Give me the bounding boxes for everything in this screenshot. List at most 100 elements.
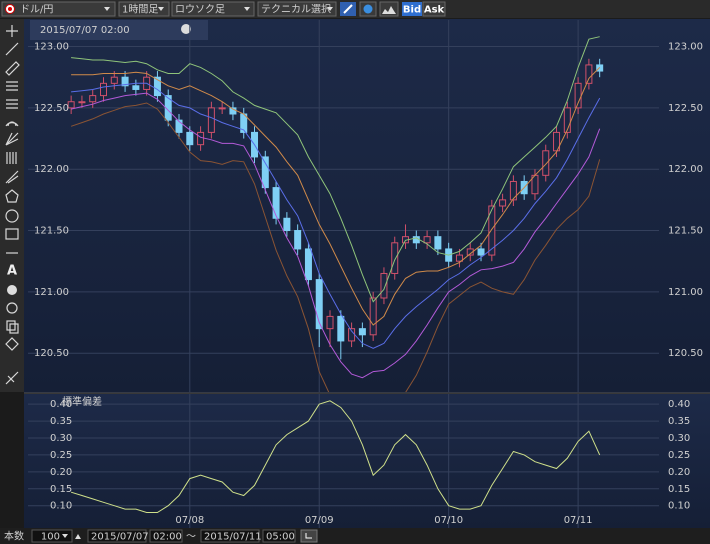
copy-tool[interactable] (6, 320, 16, 331)
chart-style-label: ロウソク足 (175, 4, 225, 16)
to-time: 05:00 (266, 532, 295, 543)
y-tick-label-left: 0.40 (50, 399, 72, 410)
band-line (71, 82, 601, 349)
drawing-tools: A (5, 25, 20, 385)
from-time: 02:00 (153, 532, 182, 543)
candle-body (434, 236, 442, 250)
technical-label: テクニカル選択 (261, 3, 331, 16)
hline-tool[interactable] (6, 81, 18, 91)
candle-body (455, 254, 463, 262)
y-tick-label-left: 121.00 (34, 287, 69, 298)
candle-body (294, 230, 302, 250)
panel-title: 標準偏差 (62, 395, 102, 408)
icon-tool[interactable] (7, 285, 17, 295)
x-tick-label: 07/10 (434, 515, 463, 526)
stddev-line (70, 400, 601, 513)
to-time-input[interactable] (262, 529, 296, 543)
erase-all-tool[interactable] (5, 371, 19, 385)
y-tick-label-left: 0.10 (50, 501, 72, 512)
band-line (70, 102, 601, 392)
from-date: 2015/07/07 (91, 532, 149, 543)
dropdown-arrow (158, 7, 164, 11)
bid-button[interactable] (402, 2, 422, 16)
y-tick-label-right: 121.50 (668, 226, 703, 237)
dropdown-arrow (327, 7, 333, 11)
dropdown-arrow (104, 7, 110, 11)
axis-labels: 120.50 120.50 121.00 121.00 121.50 121.50 122.… (34, 42, 703, 526)
y-tick-label-right: 0.30 (668, 433, 690, 444)
candle-body (197, 131, 205, 146)
candle-body (100, 82, 108, 97)
pair-select[interactable] (1, 1, 116, 17)
y-tick-label-right: 122.00 (668, 164, 703, 175)
y-tick-label-left: 0.30 (50, 433, 72, 444)
band-line (71, 67, 601, 326)
eraser-tool[interactable] (5, 337, 19, 351)
edit-tool[interactable] (6, 302, 18, 314)
left-toolbar (0, 19, 24, 392)
y-tick-label-right: 0.20 (668, 467, 690, 478)
candle-body (121, 76, 129, 87)
y-tick-label-right: 0.25 (668, 450, 690, 461)
polygon-tool[interactable] (5, 189, 19, 203)
ruler-tool[interactable] (5, 61, 20, 76)
candle-body (132, 85, 140, 90)
ask-label: Ask (424, 5, 445, 16)
candle-body (423, 236, 431, 244)
info-icon[interactable] (181, 24, 191, 34)
to-date: 2015/07/11 (204, 532, 262, 543)
y-tick-label-left: 0.15 (50, 484, 72, 495)
from-date-input[interactable] (87, 529, 147, 543)
candle-body (477, 248, 485, 256)
candle-body (488, 205, 496, 256)
x-tick-label: 07/08 (175, 515, 204, 526)
candle-body (499, 199, 507, 207)
candle-body (261, 156, 269, 189)
y-tick-label-left: 0.20 (50, 467, 72, 478)
info-icon (363, 4, 373, 14)
from-time-input[interactable] (149, 529, 183, 543)
y-tick-label-left: 120.50 (34, 348, 69, 359)
candle-body (67, 101, 75, 109)
candle-body (542, 150, 550, 176)
text-tool[interactable]: A (7, 264, 17, 279)
volume-icon (382, 6, 396, 14)
chart-style-select[interactable] (171, 1, 255, 17)
candle-body (326, 315, 334, 330)
arc-tool[interactable] (5, 121, 19, 127)
count-down[interactable] (62, 534, 68, 538)
count-input[interactable] (31, 529, 73, 543)
timeframe-select[interactable] (118, 1, 170, 17)
candle-body (110, 76, 118, 84)
y-tick-label-right: 0.35 (668, 416, 690, 427)
y-tick-label-right: 121.00 (668, 287, 703, 298)
count-up[interactable] (75, 534, 81, 539)
y-tick-label-right: 120.50 (668, 348, 703, 359)
x-tick-label: 07/11 (564, 515, 593, 526)
candle-body (369, 297, 377, 336)
candle-body (304, 248, 312, 281)
count-label: 本数 (4, 530, 24, 543)
line-tool[interactable] (5, 42, 19, 56)
candle-body (585, 64, 593, 84)
apply-button[interactable] (300, 529, 318, 543)
crosshair-tool[interactable] (6, 25, 18, 37)
apply-icon (305, 533, 312, 539)
y-tick-label-right: 0.40 (668, 399, 690, 410)
timeframe-label: 1時間足 (122, 4, 158, 16)
y-tick-label-left: 122.00 (34, 164, 69, 175)
y-tick-label-left: 0.35 (50, 416, 72, 427)
circle-tool[interactable] (5, 209, 19, 223)
y-tick-label-left: 123.00 (34, 42, 69, 53)
cursor-time-box (30, 20, 208, 40)
fan-tool[interactable] (5, 132, 19, 146)
ask-button[interactable] (422, 1, 446, 17)
candle-body (186, 131, 194, 146)
channel-tool[interactable] (6, 99, 18, 109)
candle-body (380, 272, 388, 299)
to-date-input[interactable] (200, 529, 260, 543)
pitchfork-tool[interactable] (5, 170, 19, 184)
cycle-tool[interactable] (6, 152, 17, 164)
technical-select[interactable] (257, 1, 337, 17)
rect-tool[interactable] (5, 228, 19, 240)
